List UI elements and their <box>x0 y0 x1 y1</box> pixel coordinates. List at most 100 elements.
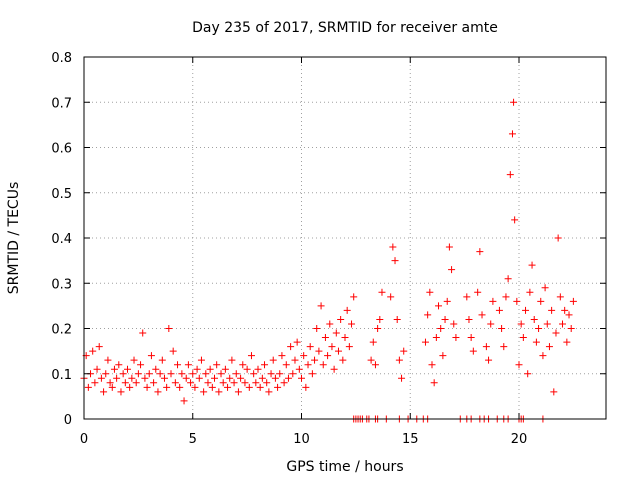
data-point <box>389 243 397 251</box>
data-point <box>510 98 518 106</box>
data-point <box>284 374 292 382</box>
data-point <box>141 374 149 382</box>
data-point <box>487 320 495 328</box>
data-point <box>137 361 145 369</box>
data-point <box>282 361 290 369</box>
data-point <box>221 365 229 373</box>
data-point <box>552 329 560 337</box>
x-tick-label: 10 <box>293 432 310 447</box>
data-point <box>395 356 403 364</box>
data-point <box>450 320 458 328</box>
data-point <box>421 338 429 346</box>
data-point <box>102 370 110 378</box>
data-point <box>511 216 519 224</box>
data-point <box>278 352 286 360</box>
data-point <box>269 356 277 364</box>
data-point <box>189 370 197 378</box>
data-point <box>345 343 353 351</box>
data-point <box>217 370 225 378</box>
data-point <box>139 329 147 337</box>
data-point <box>300 352 308 360</box>
data-point <box>211 374 218 382</box>
data-point <box>197 356 205 364</box>
data-point <box>115 361 123 369</box>
data-point <box>495 306 503 314</box>
data-point <box>369 338 377 346</box>
data-point <box>524 370 532 378</box>
data-point <box>326 320 334 328</box>
y-tick-label: 0.5 <box>51 187 72 202</box>
data-point <box>550 388 558 396</box>
data-point <box>95 343 103 351</box>
data-point <box>97 374 105 382</box>
data-point <box>302 383 310 391</box>
data-point <box>439 352 447 360</box>
data-point <box>178 370 186 378</box>
data-point <box>398 374 406 382</box>
data-point <box>182 374 190 382</box>
data-point <box>308 370 316 378</box>
data-point <box>376 315 384 323</box>
y-axis-label: SRMTID / TECUs <box>6 182 22 295</box>
data-point <box>167 370 175 378</box>
data-point <box>152 365 160 373</box>
data-point <box>228 356 236 364</box>
data-point <box>430 379 438 387</box>
data-point <box>437 325 445 332</box>
data-point <box>400 347 408 355</box>
y-tick-label: 0.2 <box>51 323 72 338</box>
data-point <box>330 365 338 373</box>
data-point <box>169 347 177 355</box>
data-point <box>541 284 549 292</box>
data-point <box>145 370 153 378</box>
data-point <box>465 315 473 323</box>
data-point <box>441 315 449 323</box>
data-point <box>469 347 477 355</box>
data-point <box>337 315 345 323</box>
data-point <box>489 297 497 305</box>
data-point <box>261 361 269 369</box>
data-point <box>341 334 349 342</box>
data-point <box>271 374 279 382</box>
data-point <box>256 383 264 391</box>
y-tick-label: 0.3 <box>51 277 72 292</box>
data-point <box>548 306 556 314</box>
data-point <box>208 383 216 391</box>
data-point <box>191 383 199 391</box>
data-point <box>463 293 471 301</box>
data-point <box>559 320 566 328</box>
data-point <box>100 388 108 396</box>
data-point <box>117 388 125 396</box>
data-point <box>561 306 569 314</box>
data-point <box>393 315 401 323</box>
data-point <box>426 288 434 296</box>
data-point <box>121 379 129 387</box>
data-point <box>478 311 486 319</box>
data-point <box>513 297 521 305</box>
data-point <box>565 311 573 319</box>
data-point <box>543 320 551 328</box>
data-point <box>234 388 242 396</box>
data-point <box>267 370 275 378</box>
data-point <box>226 374 234 382</box>
data-point <box>215 388 223 396</box>
data-point <box>554 234 562 242</box>
data-point <box>213 361 221 369</box>
data-point <box>119 370 127 378</box>
data-point <box>334 347 342 355</box>
y-tick-label: 0 <box>64 413 72 428</box>
data-point <box>517 320 525 328</box>
data-point <box>391 257 399 265</box>
data-point <box>530 315 538 323</box>
data-point <box>241 379 249 387</box>
data-point <box>504 275 512 283</box>
data-point <box>171 379 179 387</box>
data-point <box>287 343 295 351</box>
data-point <box>239 361 247 369</box>
data-point <box>128 374 136 382</box>
data-point <box>134 370 142 378</box>
data-point <box>569 297 577 305</box>
data-point <box>165 325 173 332</box>
data-point <box>304 361 312 369</box>
